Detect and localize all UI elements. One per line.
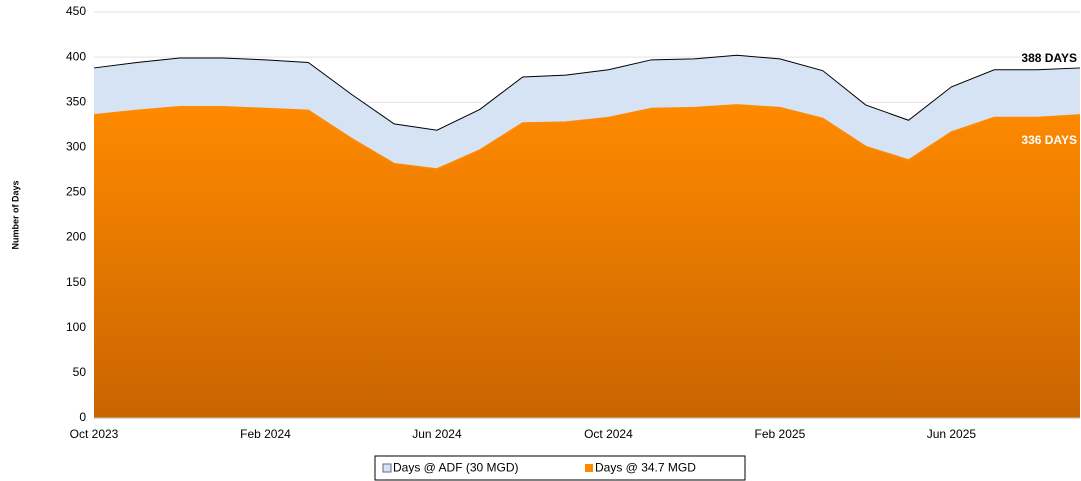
legend-swatch: [585, 464, 593, 472]
x-tick-label: Jun 2025: [927, 427, 977, 441]
legend-box: [374, 455, 746, 481]
annotation: 388 DAYS: [1021, 51, 1077, 65]
legend: Days @ ADF (30 MGD) Days @ 34.7 MGD: [374, 455, 746, 481]
legend-label: Days @ ADF (30 MGD): [393, 461, 519, 475]
y-tick-label: 300: [66, 140, 86, 154]
y-axis-label: Number of Days: [10, 180, 20, 249]
legend-swatch: [382, 463, 392, 473]
x-tick-label: Feb 2025: [755, 427, 806, 441]
y-tick-label: 150: [66, 275, 86, 289]
legend-label: Days @ 34.7 MGD: [595, 461, 696, 475]
area-outline: [93, 104, 1081, 170]
area: [94, 104, 1080, 418]
y-tick-label: 400: [66, 49, 86, 63]
y-tick-label: 350: [66, 94, 86, 108]
y-tick-label: 100: [66, 320, 86, 334]
x-tick-label: Oct 2023: [70, 427, 119, 441]
y-tick-label: 250: [66, 185, 86, 199]
y-tick-label: 0: [79, 410, 86, 424]
y-tick-label: 50: [73, 365, 87, 379]
annotation: 336 DAYS: [1021, 133, 1077, 147]
y-tick-label: 200: [66, 230, 86, 244]
x-tick-label: Jun 2024: [412, 427, 462, 441]
y-tick-label: 450: [66, 4, 86, 18]
x-tick-label: Oct 2024: [584, 427, 633, 441]
x-tick-label: Feb 2024: [240, 427, 291, 441]
area-outline: [93, 54, 1081, 131]
